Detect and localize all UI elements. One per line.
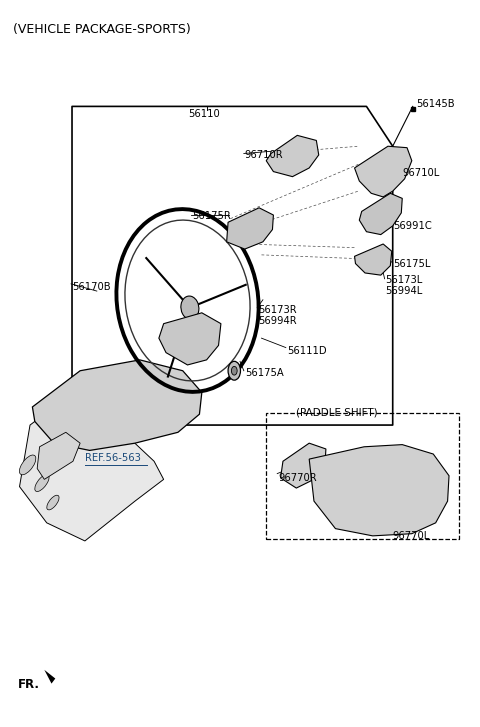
Polygon shape (360, 193, 402, 235)
Text: 56175R: 56175R (192, 212, 231, 222)
Text: 96710R: 96710R (245, 150, 283, 160)
Polygon shape (37, 433, 80, 479)
Polygon shape (33, 360, 202, 451)
Polygon shape (355, 244, 392, 275)
Ellipse shape (181, 296, 199, 319)
Text: 56173L: 56173L (385, 276, 423, 285)
Text: FR.: FR. (18, 678, 40, 691)
Polygon shape (355, 146, 412, 197)
Text: 56175A: 56175A (245, 368, 284, 378)
Text: 56991C: 56991C (393, 221, 432, 231)
Ellipse shape (19, 455, 36, 475)
Text: (VEHICLE PACKAGE-SPORTS): (VEHICLE PACKAGE-SPORTS) (13, 23, 191, 36)
Text: 96710L: 96710L (402, 168, 440, 178)
Polygon shape (159, 313, 221, 365)
Polygon shape (266, 135, 319, 177)
Polygon shape (44, 670, 55, 683)
Text: 56145B: 56145B (417, 99, 455, 109)
Circle shape (228, 361, 240, 380)
Ellipse shape (35, 475, 49, 491)
Polygon shape (309, 445, 449, 536)
Text: 56170B: 56170B (72, 283, 111, 292)
Text: (PADDLE SHIFT): (PADDLE SHIFT) (296, 408, 378, 418)
Text: 56110: 56110 (188, 108, 220, 119)
Text: 56173R: 56173R (258, 305, 297, 315)
Polygon shape (20, 400, 164, 541)
Text: 56111D: 56111D (287, 346, 326, 356)
Bar (266, 413, 458, 539)
Text: 56994L: 56994L (385, 286, 423, 296)
Text: REF.56-563: REF.56-563 (85, 453, 141, 462)
Polygon shape (227, 208, 274, 249)
Text: 96770R: 96770R (278, 473, 317, 483)
Ellipse shape (47, 495, 59, 510)
Text: 56994R: 56994R (258, 316, 297, 326)
Text: 96770L: 96770L (393, 531, 430, 541)
Circle shape (231, 366, 237, 375)
Polygon shape (281, 443, 326, 488)
Text: 56175L: 56175L (393, 260, 430, 269)
